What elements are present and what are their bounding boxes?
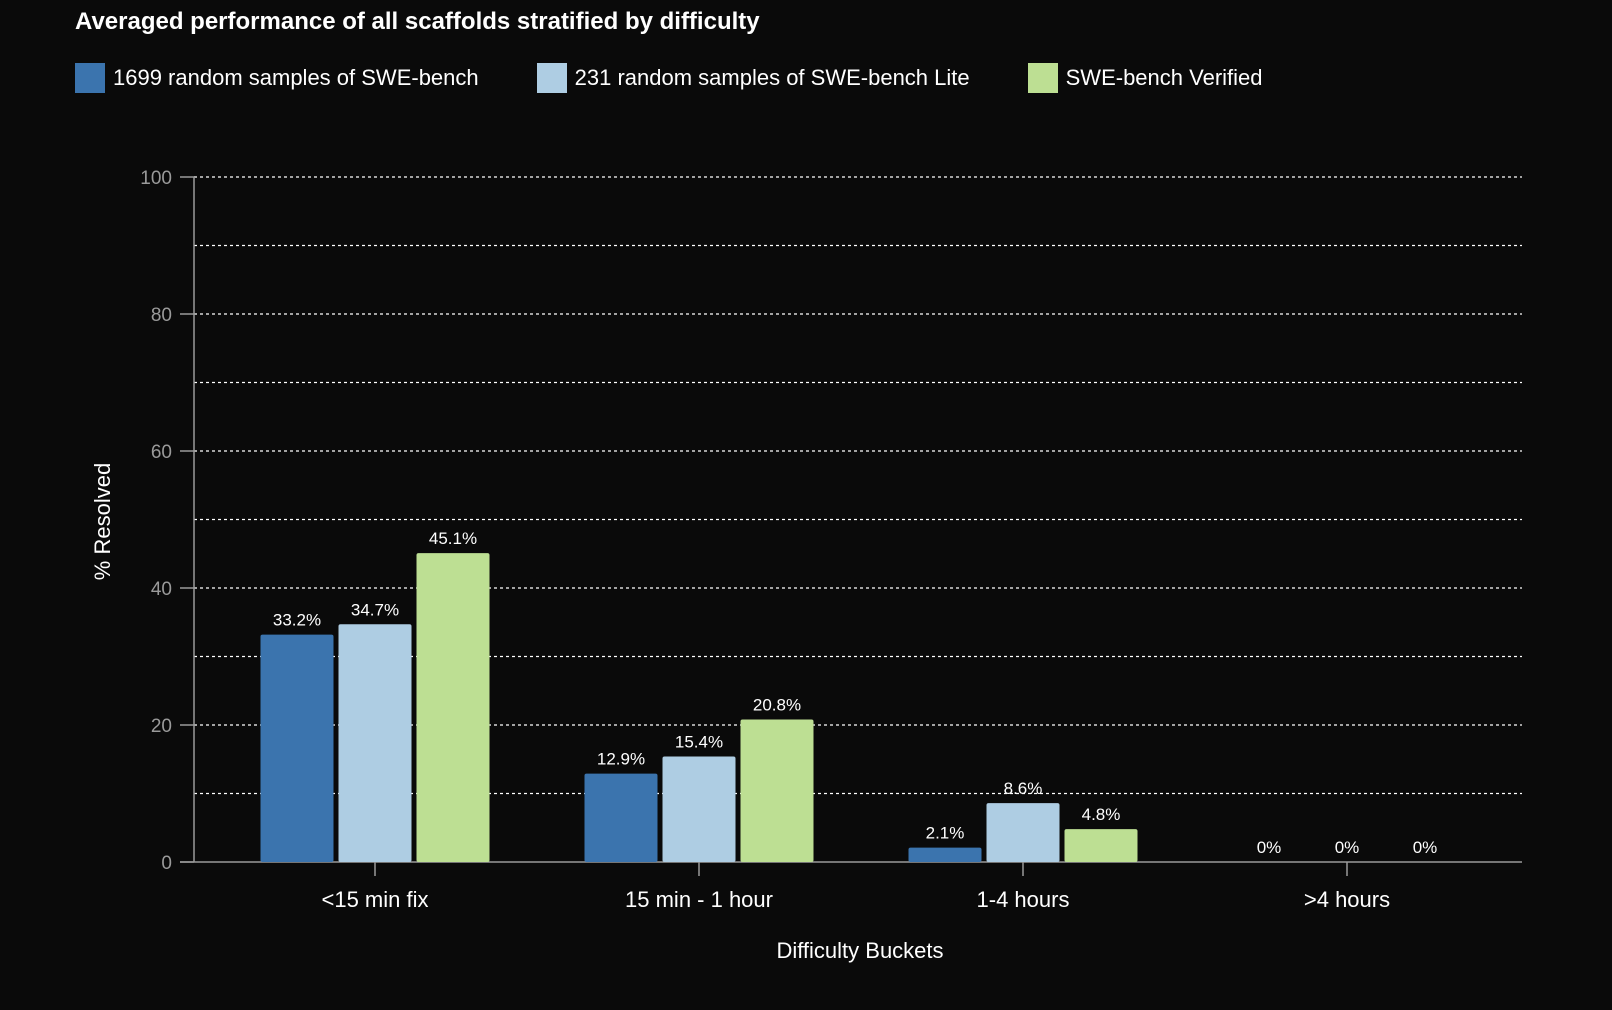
y-tick-label: 40: [151, 579, 172, 600]
y-axis-title: % Resolved: [90, 463, 115, 580]
y-tick-label: 60: [151, 442, 172, 463]
bar: [1064, 829, 1138, 862]
bar-value-label: 8.6%: [1004, 779, 1043, 798]
bars: [260, 553, 1138, 862]
bar-value-label: 15.4%: [675, 733, 723, 752]
legend-item-swe-bench-lite: 231 random samples of SWE-bench Lite: [536, 63, 970, 93]
legend-swatch-swe-bench-lite: [536, 63, 567, 93]
x-tick-label: >4 hours: [1304, 887, 1390, 912]
bar-value-label: 4.8%: [1082, 805, 1121, 824]
bar-value-label: 0%: [1257, 838, 1282, 857]
y-tick-label: 20: [151, 716, 172, 737]
legend-swatch-swe-bench: [75, 63, 105, 93]
legend-label-swe-bench: 1699 random samples of SWE-bench: [113, 65, 479, 90]
legend-item-swe-bench-verified: SWE-bench Verified: [1027, 63, 1263, 93]
bar-value-label: 2.1%: [926, 824, 965, 843]
y-tick-label: 0: [161, 853, 172, 874]
x-tick-label: 1-4 hours: [977, 887, 1070, 912]
bar: [338, 624, 412, 862]
legend-label-swe-bench-verified: SWE-bench Verified: [1065, 65, 1263, 90]
x-tick-label: 15 min - 1 hour: [625, 887, 773, 912]
bar: [908, 847, 982, 862]
bar-value-label: 0%: [1413, 838, 1438, 857]
bar: [416, 553, 490, 862]
legend-item-swe-bench: 1699 random samples of SWE-bench: [75, 63, 479, 93]
legend-label-swe-bench-lite: 231 random samples of SWE-bench Lite: [574, 65, 970, 90]
axes: 0 20 40 60 80 100 % Resolved Difficulty Buckets: [90, 168, 1522, 963]
bar: [662, 756, 736, 862]
bar: [740, 719, 814, 862]
grid-lines: [194, 176, 1522, 795]
bar-value-label: 0%: [1335, 838, 1360, 857]
chart-legend: 1699 random samples of SWE-bench 231 ran…: [75, 62, 1263, 94]
legend-swatch-swe-bench-verified: [1027, 63, 1058, 93]
chart-title: Averaged performance of all scaffolds st…: [75, 8, 760, 35]
bar: [986, 803, 1060, 862]
x-tick-label: <15 min fix: [322, 887, 429, 912]
bar-value-label: 45.1%: [429, 529, 477, 548]
bar: [584, 773, 658, 862]
bar-value-label: 34.7%: [351, 600, 399, 619]
bar: [260, 634, 334, 862]
bar-value-label: 20.8%: [753, 696, 801, 715]
x-axis-title: Difficulty Buckets: [776, 938, 943, 963]
y-tick-label: 80: [151, 305, 172, 326]
bar-value-label: 12.9%: [597, 750, 645, 769]
y-tick-label: 100: [140, 168, 172, 189]
bar-value-label: 33.2%: [273, 611, 321, 630]
labels: <15 min fix 33.2% 34.7% 45.1% 15 min - 1 hou…: [273, 529, 1437, 912]
